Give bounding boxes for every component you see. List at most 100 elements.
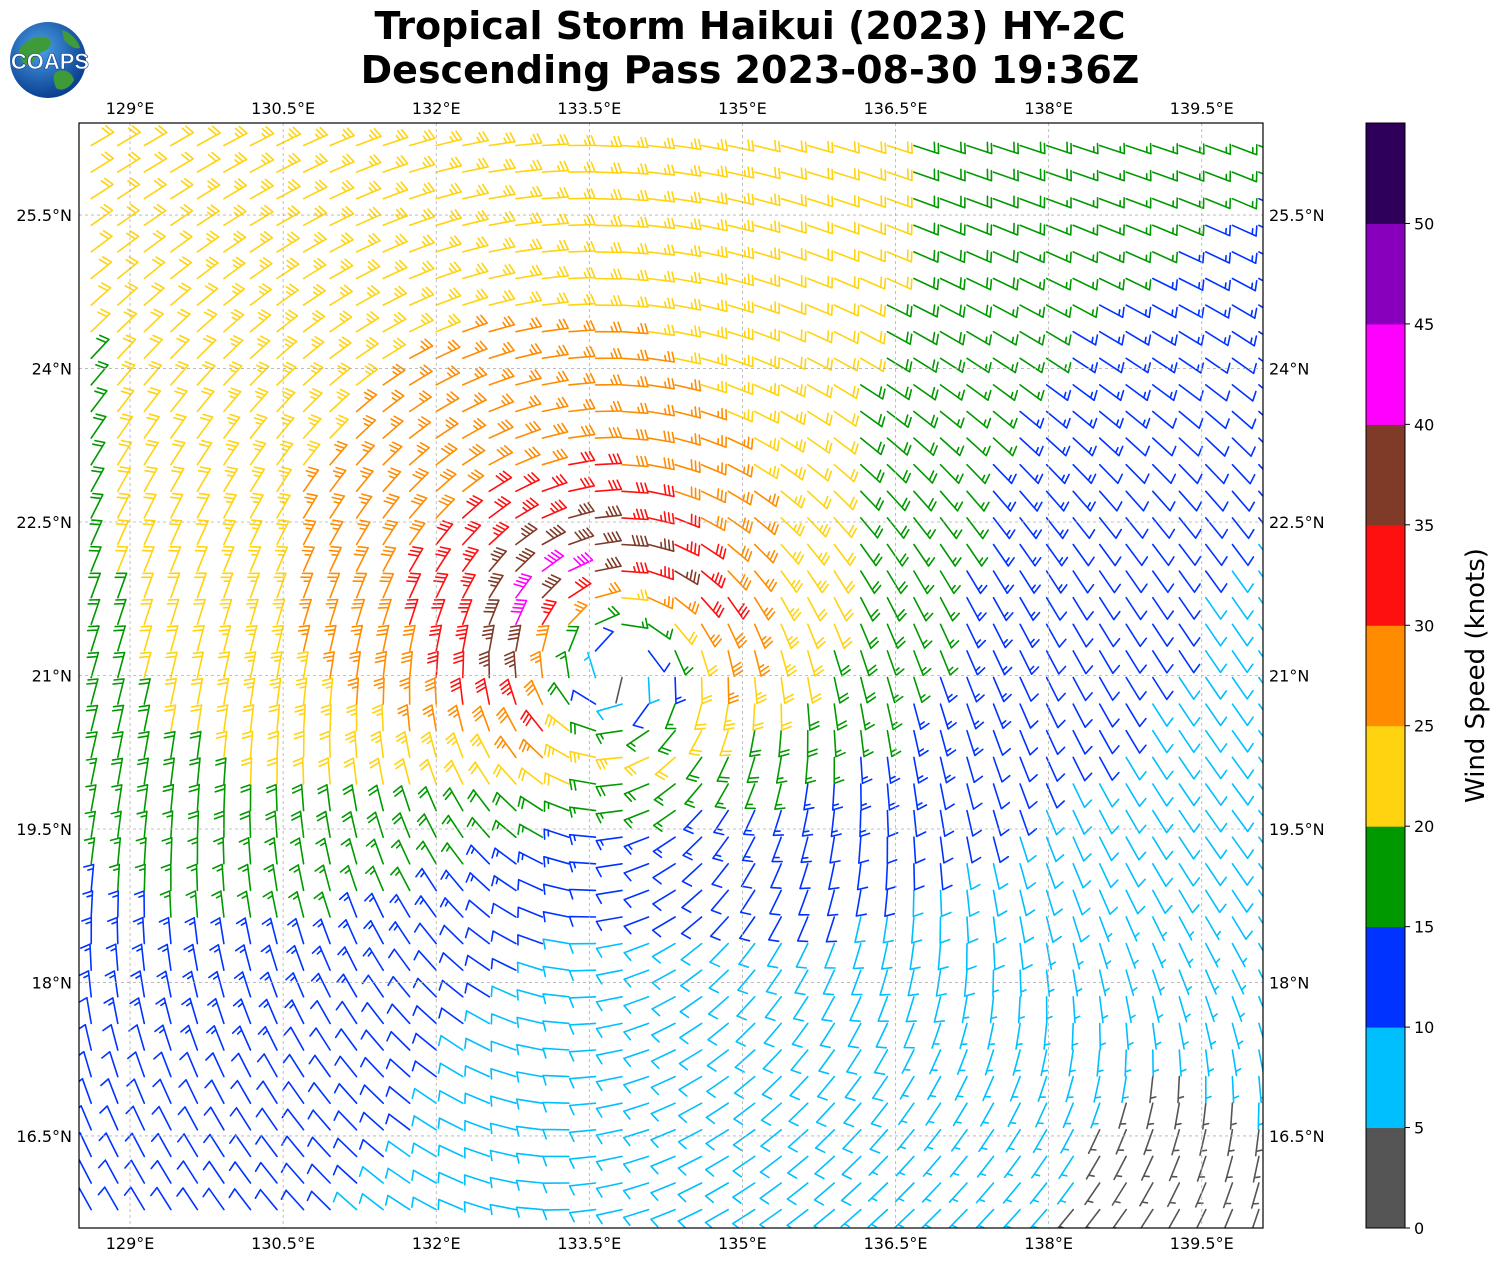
wind-barb — [1152, 490, 1176, 512]
wind-barb — [568, 188, 596, 200]
wind-barb — [966, 463, 991, 485]
wind-barb — [780, 623, 800, 650]
wind-barb — [568, 398, 596, 413]
wind-barb — [196, 308, 218, 333]
wind-barb — [469, 733, 491, 759]
wind-barb — [1231, 143, 1258, 156]
wind-barb — [707, 1022, 729, 1046]
wind-barb — [1098, 703, 1120, 728]
wind-barb — [650, 1182, 676, 1201]
wind-barb — [1032, 1129, 1048, 1154]
wind-barb — [268, 704, 281, 732]
wind-barb — [1178, 543, 1202, 566]
wind-barb — [90, 413, 107, 439]
wind-barb — [595, 756, 623, 770]
wind-barb — [395, 731, 411, 759]
wind-barb — [753, 383, 780, 397]
wind-barb — [1152, 304, 1178, 319]
wind-barb — [244, 651, 257, 679]
wind-barb — [860, 249, 887, 263]
wind-barb — [1205, 809, 1228, 833]
wind-barb — [490, 1095, 517, 1107]
wind-barb — [1178, 357, 1205, 374]
colorbar-bin — [1366, 625, 1405, 727]
wind-barb — [302, 310, 326, 333]
wind-barb — [185, 890, 199, 918]
wind-barb — [939, 676, 958, 703]
wind-barb — [727, 409, 754, 423]
wind-barb — [647, 164, 676, 176]
wind-barb — [1045, 251, 1072, 264]
wind-barb — [97, 1186, 119, 1211]
wind-barb — [706, 1049, 729, 1072]
wind-barb — [542, 1020, 570, 1032]
wind-barb — [178, 1079, 199, 1104]
wind-barb — [338, 891, 358, 918]
wind-barb — [186, 863, 199, 892]
wind-barb — [204, 1079, 225, 1104]
wind-barb — [387, 975, 411, 998]
wind-barb — [860, 384, 886, 400]
wind-barb — [652, 836, 676, 859]
wind-barb — [228, 1188, 252, 1211]
wind-barb — [966, 836, 982, 864]
wind-barb — [674, 569, 701, 586]
wind-barb — [183, 943, 199, 971]
wind-barb — [329, 336, 352, 360]
wind-barb — [437, 1090, 464, 1104]
wind-barb — [886, 570, 908, 595]
wind-barb — [833, 437, 859, 455]
wind-barb — [1231, 623, 1254, 647]
wind-barb — [391, 812, 411, 838]
wind-barb — [355, 337, 379, 360]
wind-barb — [913, 195, 940, 209]
wind-barb — [541, 448, 569, 466]
wind-barb — [780, 275, 807, 288]
wind-barb — [939, 783, 955, 811]
wind-barb — [1174, 1102, 1182, 1130]
wind-barb — [296, 651, 309, 679]
wind-barb — [1231, 357, 1257, 375]
wind-barb — [807, 596, 828, 622]
wind-barb — [196, 230, 220, 253]
wind-barb — [992, 703, 1012, 730]
wind-barb — [1205, 676, 1228, 700]
wind-barb — [412, 977, 437, 998]
wind-barb — [332, 1191, 358, 1211]
wind-barb — [242, 704, 255, 732]
wind-barb — [939, 168, 966, 182]
wind-barb — [109, 863, 121, 892]
wind-barb — [678, 1102, 703, 1123]
wind-barb — [1098, 384, 1125, 402]
wind-barb — [858, 836, 870, 864]
wind-barb — [623, 916, 650, 935]
wind-barb — [753, 193, 781, 207]
wind-barb — [727, 623, 747, 649]
wind-barb — [241, 730, 254, 759]
wind-barb — [833, 676, 850, 704]
wind-barb — [1152, 676, 1174, 701]
wind-barb — [621, 508, 649, 521]
wind-barb — [1178, 224, 1205, 237]
wind-barb — [435, 130, 463, 147]
wind-barb — [98, 1132, 119, 1158]
wind-barb — [382, 259, 408, 280]
wind-barb — [753, 166, 781, 180]
wind-barb — [1125, 304, 1152, 319]
wind-barb — [510, 599, 528, 626]
wind-barb — [333, 1137, 358, 1158]
wind-barb — [232, 998, 252, 1025]
wind-barb — [933, 996, 946, 1023]
wind-barb — [873, 1049, 889, 1075]
wind-barb — [249, 492, 264, 519]
wind-barb — [1065, 1075, 1074, 1103]
wind-barb — [744, 783, 757, 810]
wind-barb — [161, 837, 173, 865]
wind-barb — [79, 1050, 92, 1078]
wind-barb — [966, 277, 993, 291]
wind-barb — [913, 277, 940, 291]
wind-barb — [992, 437, 1018, 457]
wind-barb — [1178, 304, 1205, 319]
wind-barb — [115, 545, 129, 572]
